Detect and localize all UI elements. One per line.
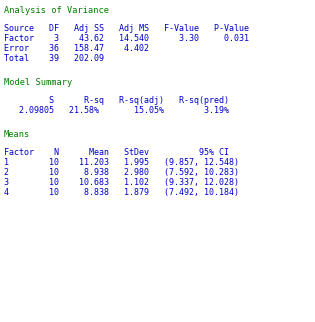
Text: Analysis of Variance: Analysis of Variance bbox=[4, 6, 109, 15]
Text: Error    36   158.47    4.402: Error 36 158.47 4.402 bbox=[4, 44, 149, 53]
Text: Factor    3    43.62   14.540      3.30     0.031: Factor 3 43.62 14.540 3.30 0.031 bbox=[4, 34, 249, 43]
Text: Model Summary: Model Summary bbox=[4, 78, 72, 87]
Text: S      R-sq   R-sq(adj)   R-sq(pred): S R-sq R-sq(adj) R-sq(pred) bbox=[4, 96, 229, 105]
Text: 3        10    10.683   1.102   (9.337, 12.028): 3 10 10.683 1.102 (9.337, 12.028) bbox=[4, 178, 239, 187]
Text: Means: Means bbox=[4, 130, 30, 139]
Text: Source   DF   Adj SS   Adj MS   F-Value   P-Value: Source DF Adj SS Adj MS F-Value P-Value bbox=[4, 24, 249, 33]
Text: 1        10    11.203   1.995   (9.857, 12.548): 1 10 11.203 1.995 (9.857, 12.548) bbox=[4, 158, 239, 167]
Text: 2        10     8.938   2.980   (7.592, 10.283): 2 10 8.938 2.980 (7.592, 10.283) bbox=[4, 168, 239, 177]
Text: Factor    N      Mean   StDev          95% CI: Factor N Mean StDev 95% CI bbox=[4, 148, 229, 157]
Text: 4        10     8.838   1.879   (7.492, 10.184): 4 10 8.838 1.879 (7.492, 10.184) bbox=[4, 188, 239, 197]
Text: Total    39   202.09: Total 39 202.09 bbox=[4, 54, 104, 63]
Text: 2.09805   21.58%       15.05%        3.19%: 2.09805 21.58% 15.05% 3.19% bbox=[4, 106, 229, 115]
